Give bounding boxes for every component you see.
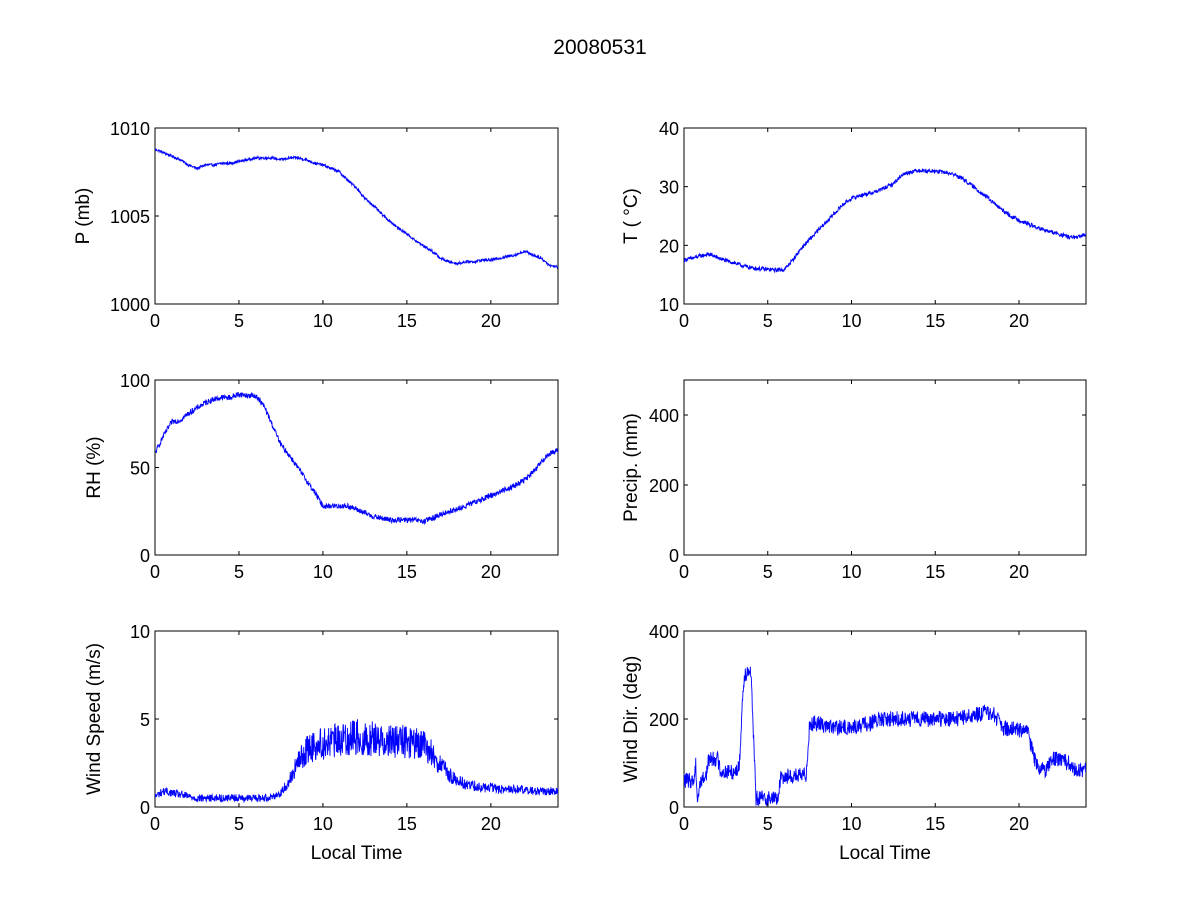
x-tick-label: 20 [481,311,501,331]
x-tick-label: 0 [679,814,689,834]
y-tick-label: 0 [669,798,679,818]
plot-frame [683,630,1087,808]
figure-title: 20080531 [553,36,646,59]
y-tick-label: 400 [649,622,679,642]
axes-wind-speed: 0 5 10 15 20 0 5 10 Wind Speed (m/s) Local Time [84,622,559,864]
y-tick-label: 200 [649,476,679,496]
x-tick-label: 15 [397,814,417,834]
x-axis-label: Local Time [311,843,403,864]
x-tick-label: 15 [397,311,417,331]
axes-pressure: 0 5 10 15 20 1000 1005 1010 P (mb) [73,119,559,331]
x-tick-label: 10 [841,562,861,582]
series-line-pressure [155,148,558,270]
x-tick-label: 10 [313,814,333,834]
x-tick-label: 20 [1009,562,1029,582]
x-tick-label: 15 [925,562,945,582]
plot-frame [683,379,1087,556]
axes-relative-humidity: 0 5 10 15 20 0 50 100 RH (%) [84,371,559,582]
plot-frame [154,127,559,305]
y-tick-label: 400 [649,406,679,426]
x-tick-label: 5 [234,814,244,834]
series-line-temperature [684,168,1086,274]
y-tick-label: 5 [140,710,150,730]
y-axis-label: P (mb) [73,188,94,245]
x-tick-label: 5 [234,562,244,582]
x-tick-label: 10 [841,814,861,834]
y-tick-label: 10 [130,622,150,642]
y-axis-label: Wind Speed (m/s) [84,643,105,795]
x-tick-label: 15 [925,814,945,834]
x-axis-label: Local Time [839,843,931,864]
y-tick-label: 0 [140,546,150,566]
x-tick-label: 20 [1009,311,1029,331]
plot-frame [154,630,559,808]
axes-temperature: 0 5 10 15 20 10 20 30 40 T ( °C) [621,119,1087,331]
series-line-wind-speed [155,719,558,804]
y-axis-label: T ( °C) [621,188,642,244]
x-tick-label: 15 [397,562,417,582]
series-line-wind-direction [684,666,1086,806]
x-tick-label: 20 [481,814,501,834]
y-tick-label: 0 [669,546,679,566]
x-tick-label: 20 [1009,814,1029,834]
y-tick-label: 10 [659,295,679,315]
y-axis-label: RH (%) [84,436,105,498]
x-tick-label: 15 [925,311,945,331]
plot-frame [683,127,1087,305]
x-tick-label: 10 [841,311,861,331]
x-tick-label: 0 [679,562,689,582]
y-tick-label: 1005 [110,207,150,227]
x-tick-label: 0 [150,562,160,582]
y-tick-label: 50 [130,459,150,479]
series-line-relative-humidity [155,391,558,526]
y-axis-label: Precip. (mm) [621,413,642,522]
x-tick-label: 0 [150,311,160,331]
y-tick-label: 200 [649,710,679,730]
x-tick-label: 0 [679,311,689,331]
x-tick-label: 10 [313,562,333,582]
y-tick-label: 0 [140,798,150,818]
y-tick-label: 100 [120,371,150,391]
y-axis-label: Wind Dir. (deg) [621,656,642,783]
x-tick-label: 20 [481,562,501,582]
y-tick-label: 30 [659,178,679,198]
x-tick-label: 5 [763,814,773,834]
x-tick-label: 5 [234,311,244,331]
x-tick-label: 5 [763,562,773,582]
x-tick-label: 5 [763,311,773,331]
x-tick-label: 10 [313,311,333,331]
y-tick-label: 1000 [110,295,150,315]
y-tick-label: 40 [659,119,679,139]
x-tick-label: 0 [150,814,160,834]
y-tick-label: 20 [659,236,679,256]
plot-frame [154,379,559,556]
y-tick-label: 1010 [110,119,150,139]
